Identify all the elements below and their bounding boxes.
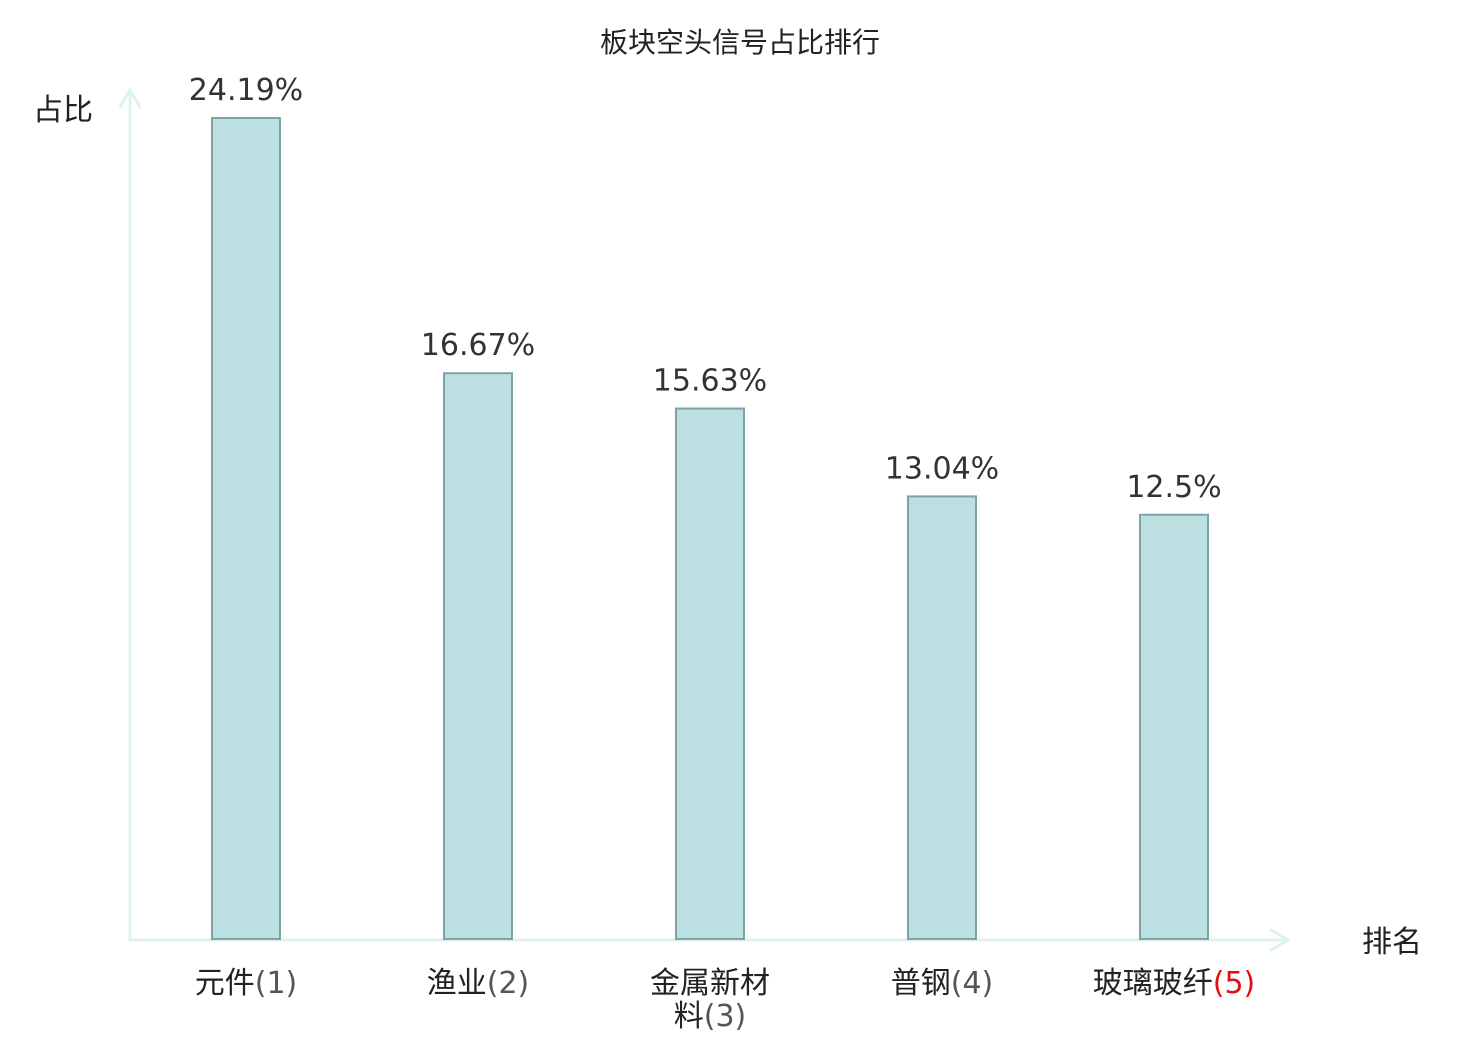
- bar-series: [211, 117, 1209, 940]
- y-axis-title: 占比: [33, 93, 93, 128]
- category-labels: 元件(1) 渔业(2) 金属新材料(3) 普钢(4) 玻璃玻纤(5): [195, 966, 1256, 1034]
- bar-value-label: 15.63%: [653, 364, 767, 399]
- x-axis-arrowhead: [1269, 928, 1290, 952]
- bar: [443, 372, 513, 940]
- bar-value-label: 13.04%: [885, 451, 999, 486]
- bar: [1139, 513, 1209, 940]
- bar: [907, 495, 977, 940]
- bar: [675, 407, 745, 940]
- bar-value-label: 12.5%: [1126, 470, 1221, 505]
- x-tick-label: 普钢(4): [891, 966, 994, 1001]
- y-axis: 占比: [33, 88, 142, 942]
- chart-title: 板块空头信号占比排行: [600, 26, 880, 59]
- bar-value-label: 24.19%: [189, 73, 303, 108]
- x-tick-label: 玻璃玻纤(5): [1093, 966, 1256, 1001]
- x-tick-label: 金属新材料(3): [650, 966, 770, 1034]
- value-labels: 24.19% 16.67% 15.63% 13.04% 12.5%: [189, 73, 1222, 505]
- x-axis-title: 排名: [1362, 925, 1422, 960]
- y-axis-arrowhead: [118, 88, 142, 109]
- x-tick-label: 元件(1): [195, 966, 298, 1001]
- bar: [211, 117, 281, 940]
- x-axis: 排名: [128, 925, 1422, 960]
- bar-value-label: 16.67%: [421, 328, 535, 363]
- x-tick-label: 渔业(2): [427, 966, 530, 1001]
